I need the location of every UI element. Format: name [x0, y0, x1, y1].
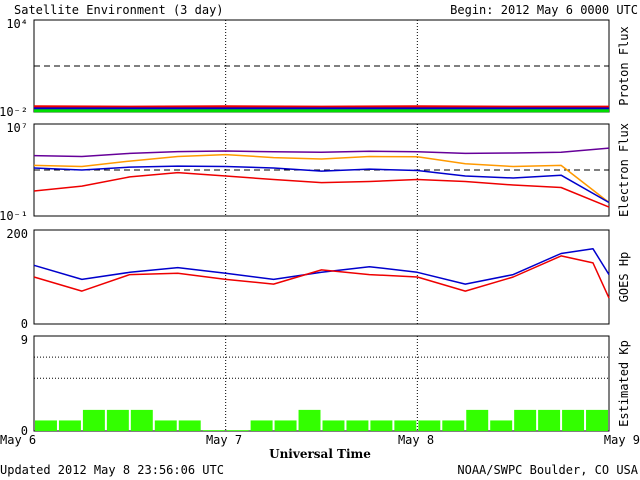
electron-series-purple — [33, 147, 610, 158]
goes_hp-y-tick-bottom: 0 — [21, 317, 28, 331]
goes_hp-frame — [33, 229, 610, 325]
electron-series-orange — [33, 153, 610, 204]
kp-bar — [298, 409, 321, 431]
goes_hp-y-tick-top: 200 — [6, 227, 28, 241]
electron-y-tick-top: 10⁷ — [6, 121, 28, 135]
electron-frame — [33, 123, 610, 217]
begin-label: Begin: 2012 May 6 0000 UTC — [450, 3, 638, 17]
kp-bar — [82, 409, 105, 431]
electron-series-red — [33, 171, 610, 208]
kp-bar — [490, 420, 513, 431]
kp-y-label: Estimated Kp — [617, 340, 631, 427]
electron-series-blue — [33, 165, 610, 204]
updated-label: Updated 2012 May 8 23:56:06 UTC — [0, 463, 224, 477]
goes_hp-series-blue — [33, 248, 610, 285]
x-axis-title: Universal Time — [269, 447, 371, 461]
x-tick-may6: May 6 — [0, 433, 36, 447]
kp-bar — [466, 409, 489, 431]
proton-frame — [33, 19, 610, 113]
chart-title: Satellite Environment (3 day) — [14, 3, 224, 17]
kp-y-tick-bottom: 0 — [21, 424, 28, 438]
kp-bar — [226, 430, 249, 431]
kp-bar — [202, 430, 225, 431]
kp-bar — [250, 420, 273, 431]
kp-bar — [274, 420, 297, 431]
credit-label: NOAA/SWPC Boulder, CO USA — [457, 463, 638, 477]
x-tick-may8: May 8 — [398, 433, 434, 447]
kp-frame — [33, 335, 610, 432]
kp-bar — [442, 420, 465, 431]
kp-bar — [538, 409, 561, 431]
proton-y-label: Proton Flux — [617, 26, 631, 105]
panels: 10⁴ 10⁻² Proton Flux 10⁷ 10⁻¹ Electron Flux 20… — [0, 17, 631, 438]
goes_hp-y-label: GOES Hp — [617, 252, 631, 303]
kp-bar — [418, 420, 441, 431]
kp-bar — [178, 420, 201, 431]
kp-bar — [562, 409, 585, 431]
kp-bar — [106, 409, 129, 431]
kp-bar — [58, 420, 81, 431]
electron-y-tick-bottom: 10⁻¹ — [0, 209, 28, 223]
kp-bar — [586, 409, 608, 431]
kp-bar — [514, 409, 537, 431]
goes_hp-series-red — [33, 255, 610, 299]
kp-bar — [154, 420, 177, 431]
kp-bar — [35, 420, 57, 431]
kp-bar — [394, 420, 417, 431]
x-tick-may7: May 7 — [206, 433, 242, 447]
kp-bar — [370, 420, 393, 431]
kp-bar — [322, 420, 345, 431]
electron-y-label: Electron Flux — [617, 123, 631, 217]
kp-bar — [130, 409, 153, 431]
proton-y-tick-bottom: 10⁻² — [0, 105, 28, 119]
x-tick-may9: May 9 — [604, 433, 640, 447]
kp-y-tick-top: 9 — [21, 333, 28, 347]
kp-bar — [346, 420, 369, 431]
proton-y-tick-top: 10⁴ — [6, 17, 28, 31]
